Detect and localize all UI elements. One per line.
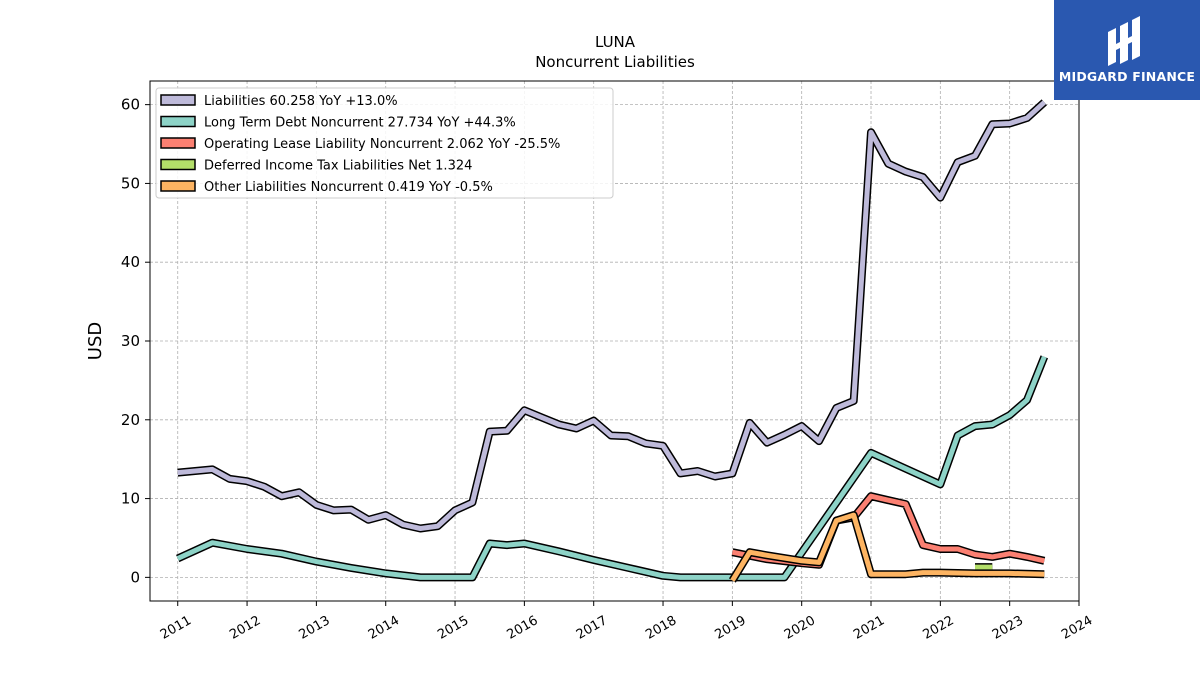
brand-logo: MIDGARD FINANCE bbox=[1054, 0, 1200, 100]
x-tick-label: 2017 bbox=[574, 613, 610, 643]
logo-text: MIDGARD FINANCE bbox=[1058, 69, 1196, 84]
y-tick-label: 50 bbox=[121, 174, 140, 192]
series-4 bbox=[728, 511, 1045, 583]
legend: Liabilities 60.258 YoY +13.0% Long Term D… bbox=[155, 87, 614, 199]
legend-item: Other Liabilities Noncurrent 0.419 YoY -… bbox=[160, 180, 493, 195]
x-tick-label: 2024 bbox=[1059, 613, 1095, 643]
legend-item: Operating Lease Liability Noncurrent 2.0… bbox=[160, 137, 560, 152]
y-tick-label: 40 bbox=[121, 253, 140, 271]
legend-box bbox=[155, 87, 614, 199]
legend-item: Liabilities 60.258 YoY +13.0% bbox=[160, 94, 398, 109]
series-line bbox=[730, 512, 1045, 582]
series-line bbox=[176, 355, 1047, 580]
legend-item: Deferred Income Tax Liabilities Net 1.32… bbox=[160, 158, 472, 174]
y-tick-label: 60 bbox=[121, 96, 140, 114]
legend-label: Operating Lease Liability Noncurrent 2.0… bbox=[204, 137, 560, 152]
series-line bbox=[177, 100, 1046, 531]
legend-swatch bbox=[160, 115, 196, 128]
y-tick-label: 30 bbox=[121, 332, 140, 350]
chart-title: LUNA bbox=[595, 33, 636, 51]
legend-label: Other Liabilities Noncurrent 0.419 YoY -… bbox=[204, 180, 493, 195]
x-tick-label: 2021 bbox=[851, 613, 887, 643]
series-line-outline bbox=[728, 511, 1045, 583]
chart-subtitle: Noncurrent Liabilities bbox=[535, 53, 695, 71]
midgard-logo-icon bbox=[1108, 16, 1140, 66]
legend-swatch bbox=[160, 94, 196, 106]
series-line-outline bbox=[176, 355, 1049, 582]
x-tick-label: 2022 bbox=[921, 613, 957, 643]
legend-item: Long Term Debt Noncurrent 27.734 YoY +44… bbox=[160, 115, 516, 131]
y-tick-label: 20 bbox=[121, 411, 140, 429]
x-tick-label: 2020 bbox=[782, 613, 818, 643]
x-tick-label: 2023 bbox=[990, 613, 1026, 643]
x-tick-label: 2019 bbox=[713, 613, 749, 643]
legend-swatch bbox=[160, 137, 196, 149]
legend-label: Deferred Income Tax Liabilities Net 1.32… bbox=[204, 159, 472, 174]
x-tick-label: 2011 bbox=[158, 613, 194, 643]
series-layer bbox=[176, 99, 1049, 583]
x-tick-label: 2014 bbox=[366, 613, 402, 643]
x-tick-label: 2016 bbox=[505, 613, 541, 643]
series-0 bbox=[177, 99, 1047, 533]
legend-label: Liabilities 60.258 YoY +13.0% bbox=[204, 94, 398, 109]
legend-swatch bbox=[160, 158, 196, 171]
x-tick-label: 2018 bbox=[643, 613, 679, 643]
legend-swatch bbox=[160, 180, 196, 192]
x-tick-label: 2012 bbox=[227, 613, 263, 643]
y-tick-label: 0 bbox=[130, 568, 140, 586]
y-tick-label: 10 bbox=[121, 490, 140, 508]
y-axis-label: USD bbox=[85, 322, 106, 360]
x-tick-label: 2013 bbox=[297, 613, 333, 643]
legend-label: Long Term Debt Noncurrent 27.734 YoY +44… bbox=[204, 116, 516, 131]
x-tick-label: 2015 bbox=[435, 613, 471, 643]
series-1 bbox=[176, 355, 1049, 582]
